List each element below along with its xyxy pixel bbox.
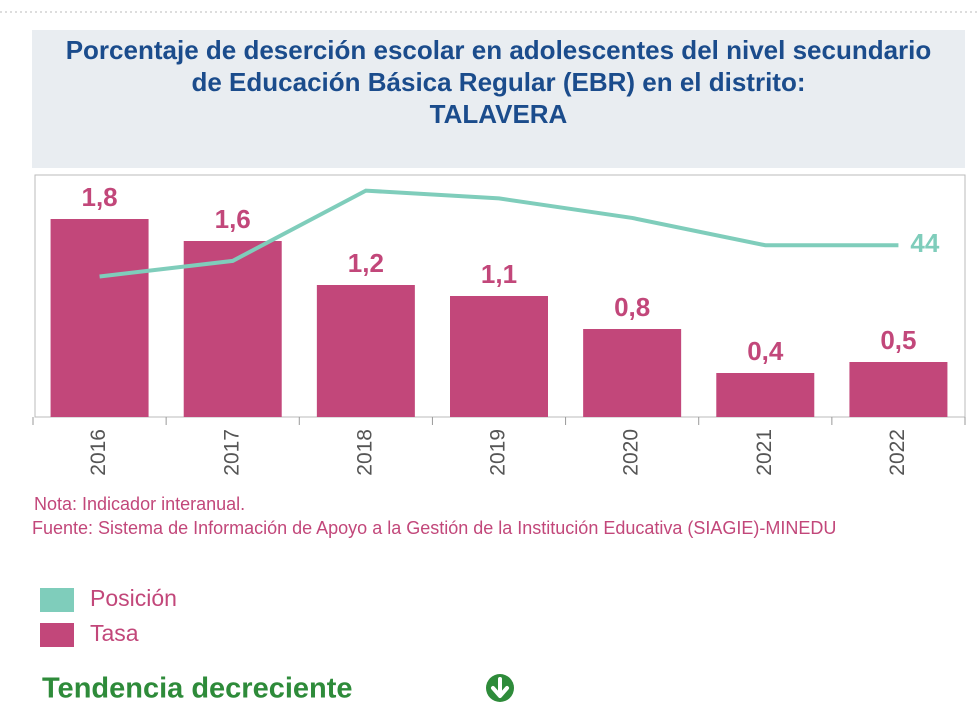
trend-label: Tendencia decreciente — [42, 673, 353, 705]
bar — [716, 373, 815, 417]
bar-value-label: 0,5 — [880, 325, 916, 355]
bar-value-label: 1,1 — [481, 259, 517, 289]
source-box: Fuente: Sistema de Información de Apoyo … — [32, 518, 837, 538]
bar-value-label: 0,8 — [614, 292, 650, 322]
legend-swatch — [40, 588, 74, 612]
source: Fuente: Sistema de Información de Apoyo … — [32, 518, 837, 538]
x-tick-label: 2019 — [487, 429, 510, 476]
bar-value-label: 1,6 — [215, 204, 251, 234]
bar — [583, 329, 682, 417]
legend-label: Tasa — [90, 620, 139, 646]
x-tick-label: 2021 — [753, 429, 776, 476]
x-tick-label: 2016 — [87, 429, 110, 476]
line — [99, 188, 899, 279]
legend-swatch — [40, 623, 74, 647]
bar — [849, 362, 948, 417]
bar — [183, 241, 282, 417]
bar — [50, 219, 149, 417]
bar-value-label: 1,8 — [81, 182, 117, 212]
trend-icon — [486, 674, 514, 702]
bar-value-label: 1,2 — [348, 248, 384, 278]
legend-label: Posición — [90, 585, 177, 611]
bar — [450, 296, 548, 417]
x-tick-label: 2018 — [353, 429, 376, 476]
title-box: Porcentaje de deserción escolar en adole… — [32, 30, 965, 168]
x-tick-label: 2020 — [620, 429, 643, 476]
bar-value-label: 0,4 — [747, 336, 784, 366]
note: Nota: Indicador interanual. — [34, 494, 245, 514]
chart-subtitle: TALAVERA — [429, 99, 568, 129]
bar — [316, 285, 415, 417]
line-value-label: 44 — [910, 228, 939, 258]
x-tick-label: 2017 — [220, 429, 243, 476]
chart-title: Porcentaje de deserción escolar en adole… — [65, 35, 932, 97]
x-tick-label: 2022 — [886, 429, 909, 476]
